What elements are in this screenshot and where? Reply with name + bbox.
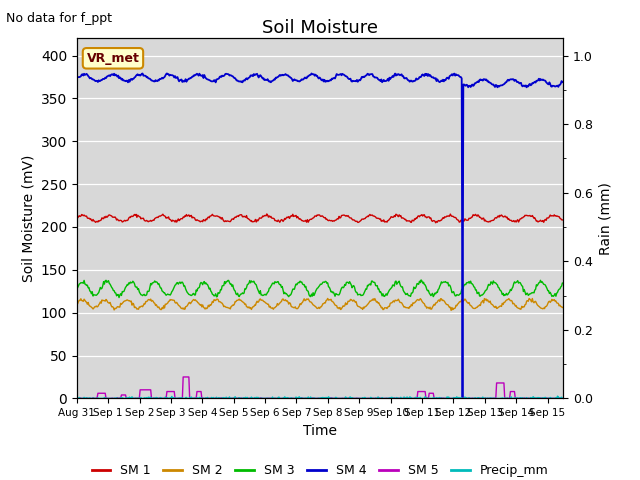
SM 5 [200, 396, 207, 401]
Text: No data for f_ppt: No data for f_ppt [6, 12, 113, 25]
SM 4 [163, 71, 171, 76]
Line: SM 4: SM 4 [77, 73, 563, 398]
Precip_mm [439, 396, 447, 401]
SM 1 [263, 211, 271, 217]
SM 4 [360, 74, 368, 80]
SM 4 [399, 73, 406, 79]
SM 5 [361, 396, 369, 401]
Legend: SM 1, SM 2, SM 3, SM 4, SM 5, Precip_mm: SM 1, SM 2, SM 3, SM 4, SM 5, Precip_mm [86, 459, 554, 480]
SM 2 [360, 305, 368, 311]
Line: SM 2: SM 2 [77, 299, 563, 311]
SM 3 [73, 286, 81, 291]
SM 2 [198, 304, 205, 310]
Precip_mm [554, 393, 561, 399]
SM 2 [159, 306, 166, 312]
SM 2 [447, 308, 455, 313]
SM 5 [73, 396, 81, 401]
SM 3 [441, 279, 449, 285]
Y-axis label: Rain (mm): Rain (mm) [598, 182, 612, 255]
SM 1 [294, 214, 301, 219]
SM 4 [559, 79, 567, 85]
Y-axis label: Soil Moisture (mV): Soil Moisture (mV) [21, 155, 35, 282]
SM 4 [73, 73, 81, 79]
SM 4 [294, 78, 301, 84]
SM 1 [432, 220, 440, 226]
SM 2 [399, 301, 406, 307]
Precip_mm [559, 396, 567, 401]
SM 1 [159, 211, 166, 217]
SM 4 [159, 76, 166, 82]
SM 4 [199, 72, 207, 78]
SM 5 [179, 374, 187, 380]
SM 2 [559, 304, 567, 310]
Line: SM 1: SM 1 [77, 214, 563, 223]
SM 3 [417, 277, 425, 283]
SM 3 [399, 284, 406, 290]
Line: Precip_mm: Precip_mm [77, 396, 563, 398]
SM 2 [73, 300, 81, 306]
SM 1 [360, 216, 368, 221]
SM 2 [324, 296, 332, 301]
SM 5 [160, 396, 168, 401]
SM 3 [199, 282, 207, 288]
Line: SM 3: SM 3 [77, 280, 563, 298]
SM 3 [294, 280, 301, 286]
SM 5 [77, 396, 84, 401]
SM 1 [559, 217, 567, 223]
SM 3 [559, 280, 567, 286]
Precip_mm [159, 396, 166, 401]
SM 3 [115, 295, 123, 300]
Precip_mm [73, 396, 81, 401]
SM 5 [441, 396, 449, 401]
SM 4 [440, 79, 447, 84]
Line: SM 5: SM 5 [77, 377, 563, 398]
SM 4 [459, 396, 467, 401]
X-axis label: Time: Time [303, 424, 337, 438]
SM 2 [293, 306, 301, 312]
Text: VR_met: VR_met [86, 52, 140, 65]
SM 3 [360, 290, 368, 296]
SM 1 [441, 214, 449, 220]
Precip_mm [198, 396, 205, 401]
SM 1 [73, 215, 81, 221]
SM 1 [198, 218, 205, 224]
SM 5 [559, 396, 567, 401]
Precip_mm [360, 396, 367, 401]
SM 1 [399, 215, 406, 221]
SM 5 [294, 396, 302, 401]
Precip_mm [398, 396, 406, 401]
SM 5 [399, 396, 407, 401]
Precip_mm [293, 396, 301, 401]
SM 3 [160, 290, 168, 296]
SM 2 [440, 298, 447, 303]
Title: Soil Moisture: Soil Moisture [262, 19, 378, 37]
